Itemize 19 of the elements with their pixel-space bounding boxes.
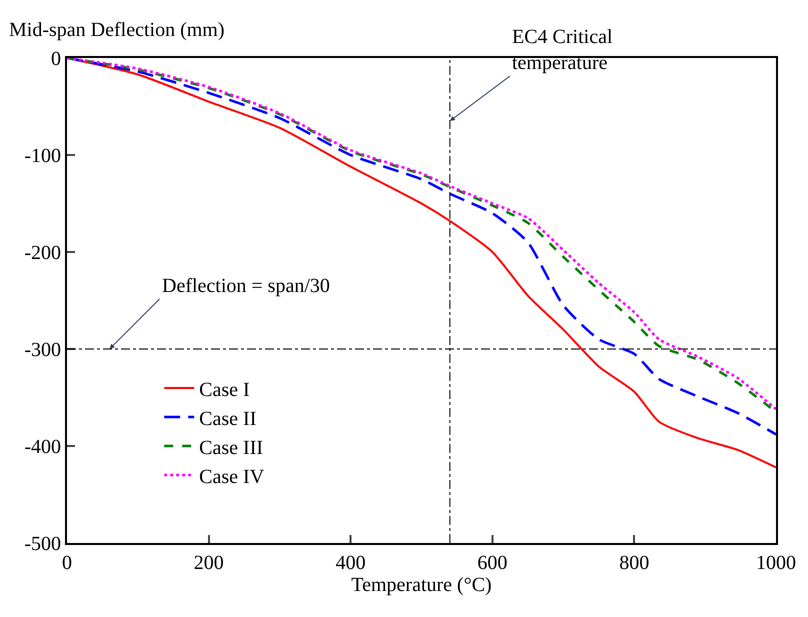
y-tick-label: -400 <box>24 436 61 458</box>
y-tick-label: -500 <box>24 533 61 555</box>
x-tick-label: 200 <box>194 552 224 574</box>
x-tick-label: 800 <box>619 552 650 574</box>
y-tick-label: -200 <box>24 242 61 264</box>
y-axis-title: Mid-span Deflection (mm) <box>9 19 224 41</box>
y-tick-label: -300 <box>24 339 61 361</box>
x-axis-title: Temperature (°C) <box>351 574 492 596</box>
legend-label: Case III <box>199 436 264 459</box>
x-tick-label: 600 <box>477 552 508 574</box>
y-tick-label: 0 <box>51 48 61 70</box>
x-tick-label: 400 <box>336 552 366 574</box>
legend-label: Case IV <box>199 466 265 488</box>
legend-label: Case I <box>199 378 250 401</box>
annotation: EC4 Critical temperature <box>512 26 613 74</box>
legend-label: Case II <box>199 408 256 430</box>
y-tick-label: -100 <box>24 145 61 167</box>
x-tick-label: 1000 <box>756 552 796 574</box>
annotation: Deflection = span/30 <box>162 275 330 297</box>
